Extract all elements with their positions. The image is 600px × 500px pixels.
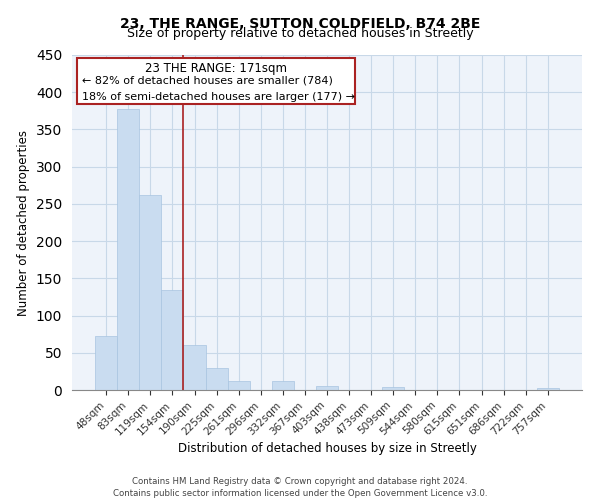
FancyBboxPatch shape [77,58,355,104]
Bar [206,368,227,390]
Text: Size of property relative to detached houses in Streetly: Size of property relative to detached ho… [127,28,473,40]
Bar [227,381,250,390]
Bar [139,195,161,390]
Bar [382,387,404,390]
Bar [117,108,139,390]
Bar [537,388,559,390]
Text: 23 THE RANGE: 171sqm: 23 THE RANGE: 171sqm [145,62,287,74]
Bar [272,381,294,390]
Text: 18% of semi-detached houses are larger (177) →: 18% of semi-detached houses are larger (… [82,92,355,102]
X-axis label: Distribution of detached houses by size in Streetly: Distribution of detached houses by size … [178,442,476,455]
Bar [95,336,117,390]
Text: ← 82% of detached houses are smaller (784): ← 82% of detached houses are smaller (78… [82,75,333,85]
Y-axis label: Number of detached properties: Number of detached properties [17,130,31,316]
Text: Contains HM Land Registry data © Crown copyright and database right 2024.
Contai: Contains HM Land Registry data © Crown c… [113,476,487,498]
Text: 23, THE RANGE, SUTTON COLDFIELD, B74 2BE: 23, THE RANGE, SUTTON COLDFIELD, B74 2BE [120,18,480,32]
Bar [316,386,338,390]
Bar [184,346,206,390]
Bar [161,290,184,390]
